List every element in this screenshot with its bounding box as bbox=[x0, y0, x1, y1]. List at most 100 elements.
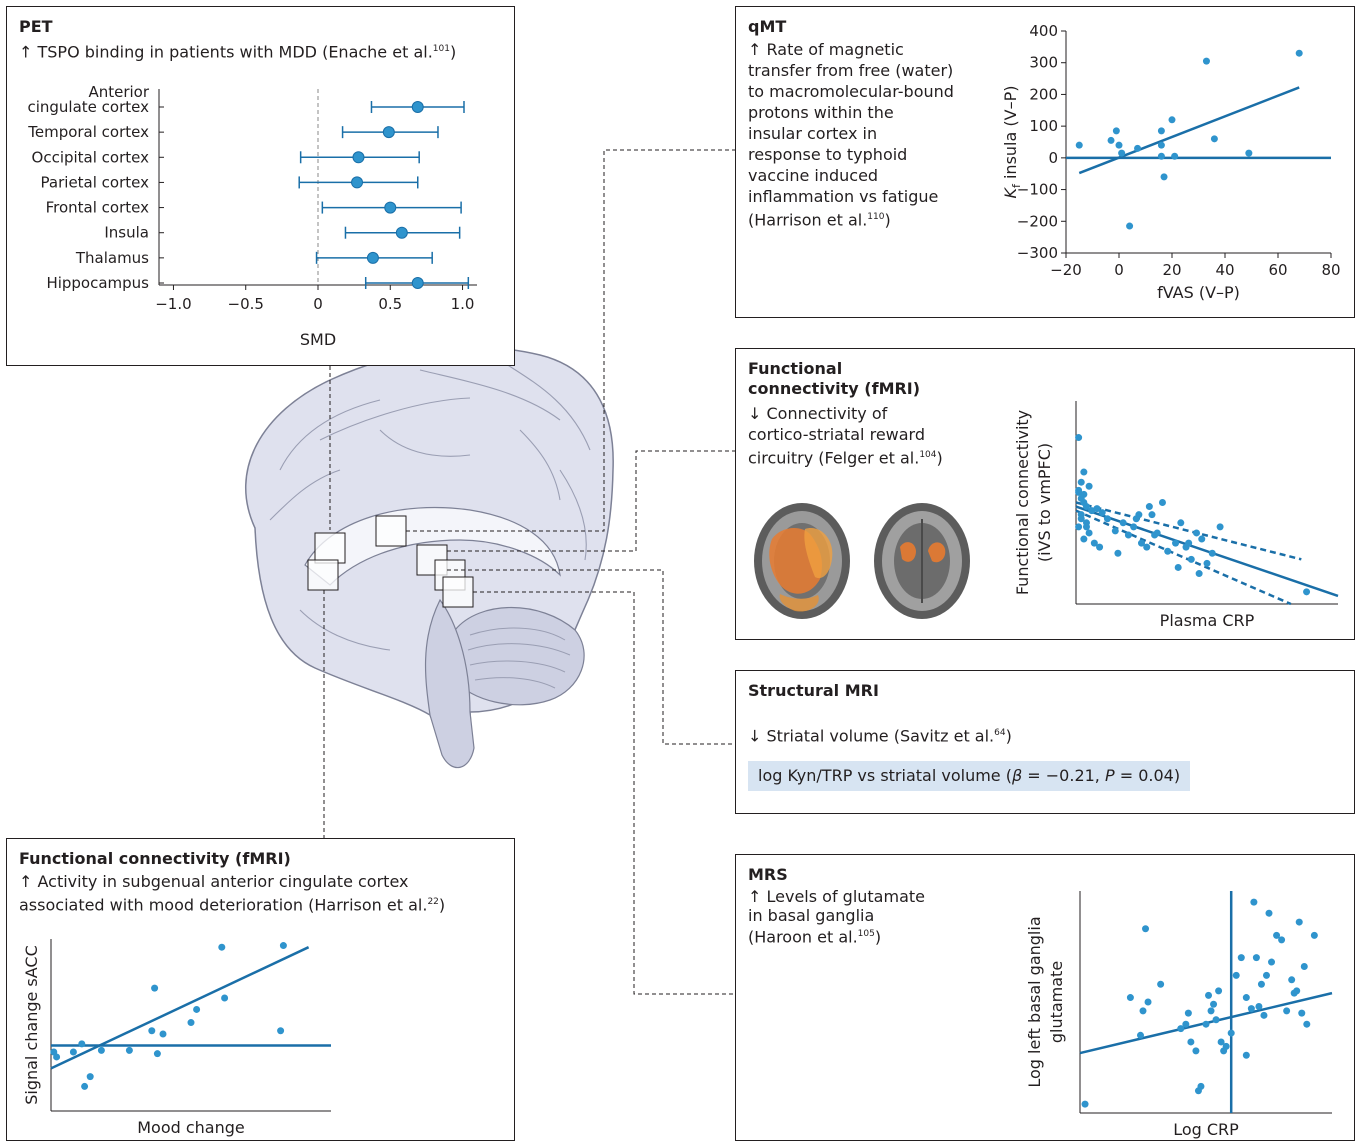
qmt-y-tick-label: −100 bbox=[1017, 181, 1058, 199]
smri-ref: 64 bbox=[994, 728, 1006, 738]
mrs-point bbox=[1247, 1005, 1255, 1013]
mrs-point bbox=[1184, 1009, 1192, 1017]
qmt-y-tick-label: 300 bbox=[1029, 54, 1058, 72]
cerebellum-folia bbox=[467, 627, 571, 689]
smri-stat-highlight: log Kyn/TRP vs striatal volume (β = −0.2… bbox=[748, 761, 1191, 791]
pet-x-tick-label: −1.0 bbox=[155, 295, 191, 313]
pet-x-tick-label: 0.5 bbox=[378, 295, 402, 313]
fmri-reward-description: ↓ Connectivity of cortico-striatal reward… bbox=[748, 403, 943, 468]
mrs-point bbox=[1192, 1047, 1200, 1055]
mrs-point bbox=[1298, 1009, 1306, 1017]
fmri-reward-point bbox=[1085, 529, 1093, 537]
fmri-reward-point bbox=[1093, 505, 1101, 513]
mrs-point bbox=[1268, 958, 1276, 966]
pet-point bbox=[352, 151, 365, 164]
mrs-description-citation-end: ) bbox=[874, 927, 882, 947]
fmri-reward-description-citation-text: circuitry (Felger et al. bbox=[748, 448, 920, 468]
fmri-reward-point bbox=[1303, 588, 1311, 596]
mrs-point bbox=[1242, 1051, 1250, 1059]
qmt-description-line: insular cortex in bbox=[748, 124, 878, 143]
pet-x-axis-label: SMD bbox=[300, 330, 336, 349]
mrs-point bbox=[1265, 909, 1273, 917]
mrs-point bbox=[1310, 931, 1318, 939]
fmri-reward-point bbox=[1124, 531, 1132, 539]
qmt-y-axis-label: Kf insula (V–P) bbox=[1001, 86, 1023, 199]
qmt-y-tick-label: 100 bbox=[1029, 117, 1058, 135]
fmri-sacc-description-citation-end: ) bbox=[438, 895, 446, 915]
qmt-x-tick-label: 40 bbox=[1215, 261, 1234, 279]
pet-region-row: Temporal cortex bbox=[27, 123, 439, 141]
fmri-reward-point bbox=[1119, 519, 1127, 527]
qmt-y-tick-label: 200 bbox=[1029, 85, 1058, 103]
mrs-point bbox=[1237, 954, 1245, 962]
mrs-point bbox=[1144, 998, 1152, 1006]
qmt-x-tick-label: 80 bbox=[1321, 261, 1340, 279]
mrs-point bbox=[1202, 1020, 1210, 1028]
pet-region-label: Hippocampus bbox=[46, 274, 149, 292]
mrs-point bbox=[1260, 1011, 1268, 1019]
mrs-point bbox=[1227, 1029, 1235, 1037]
fmri-reward-description-line: cortico-striatal reward bbox=[748, 425, 925, 444]
fmri-reward-point bbox=[1114, 549, 1122, 557]
fmri-sacc-description-line: ↑ Activity in subgenual anterior cingula… bbox=[19, 872, 409, 891]
fmri-reward-point bbox=[1193, 529, 1201, 537]
fmri-reward-description-ref: 104 bbox=[919, 450, 937, 460]
pet-description-end: ) bbox=[449, 42, 457, 62]
fmri-reward-point bbox=[1158, 499, 1166, 506]
fmri-reward-point bbox=[1198, 535, 1206, 543]
qmt-point bbox=[1245, 149, 1253, 157]
fmri-reward-point bbox=[1085, 482, 1093, 490]
mrs-description: ↑ Levels of glutamate in basal ganglia (Ha… bbox=[748, 887, 925, 946]
brainstem-shape bbox=[424, 598, 475, 768]
fmri-sacc-description-citation-text: associated with mood deterioration (Harr… bbox=[19, 895, 428, 915]
fmri-reward-description-citation-end: ) bbox=[936, 448, 943, 468]
qmt-point bbox=[1126, 222, 1134, 230]
fmri-sacc-point bbox=[277, 1027, 285, 1035]
pet-region-label: Anterior bbox=[88, 83, 149, 101]
pet-region-label: Temporal cortex bbox=[27, 123, 149, 141]
pet-point bbox=[384, 201, 397, 214]
fmri-reward-point bbox=[1185, 539, 1193, 547]
mrs-point bbox=[1139, 1007, 1147, 1015]
mrs-description-line: in basal ganglia bbox=[748, 906, 875, 925]
pet-region-row: Occipital cortex bbox=[32, 148, 420, 166]
mrs-y-axis-label: glutamate bbox=[1047, 961, 1066, 1043]
pet-x-tick-label: −0.5 bbox=[228, 295, 264, 313]
fmri-sacc-fit-line bbox=[50, 946, 310, 1070]
pet-description-text: ↑ TSPO binding in patients with MDD (Ena… bbox=[19, 42, 433, 62]
pet-region-label: Parietal cortex bbox=[41, 173, 150, 191]
fmri-reward-point bbox=[1143, 543, 1151, 551]
mrs-point bbox=[1300, 962, 1308, 970]
pet-region-label: Thalamus bbox=[75, 249, 149, 267]
mrs-point bbox=[1250, 898, 1258, 906]
fmri-reward-ci-upper bbox=[1075, 501, 1302, 561]
qmt-x-tick-label: 20 bbox=[1162, 261, 1181, 279]
mrs-point bbox=[1182, 1020, 1190, 1028]
fmri-reward-title: Functional connectivity (fMRI) bbox=[748, 359, 920, 399]
fmri-reward-point bbox=[1080, 535, 1088, 543]
mrs-point bbox=[1273, 931, 1281, 939]
connector-qmt bbox=[406, 149, 735, 532]
connector-mrs bbox=[473, 591, 735, 995]
gyri-lines bbox=[269, 359, 591, 651]
fmri-sacc-point bbox=[53, 1053, 61, 1061]
fmri-sacc-point bbox=[125, 1046, 133, 1054]
fmri-sacc-x-axis-label: Mood change bbox=[137, 1118, 245, 1137]
pet-region-label: Frontal cortex bbox=[46, 199, 150, 217]
fmri-reward-point bbox=[1172, 539, 1180, 547]
fmri-reward-point bbox=[1216, 523, 1224, 531]
qmt-x-tick-label: −20 bbox=[1050, 261, 1082, 279]
mrs-point bbox=[1081, 1100, 1089, 1108]
pet-region-row: Hippocampus bbox=[46, 274, 470, 292]
qmt-fit-line bbox=[1078, 86, 1300, 175]
corpus-callosum bbox=[304, 506, 561, 586]
pet-region-label: Insula bbox=[104, 224, 149, 242]
connector-fmri-reward bbox=[447, 450, 735, 552]
qmt-y-tick-label: −200 bbox=[1017, 212, 1058, 230]
fmri-reward-point bbox=[1111, 527, 1119, 535]
pet-point bbox=[366, 251, 379, 264]
fmri-reward-point bbox=[1164, 547, 1172, 555]
fmri-sacc-description: ↑ Activity in subgenual anterior cingula… bbox=[19, 871, 445, 915]
mrs-point bbox=[1262, 971, 1270, 979]
